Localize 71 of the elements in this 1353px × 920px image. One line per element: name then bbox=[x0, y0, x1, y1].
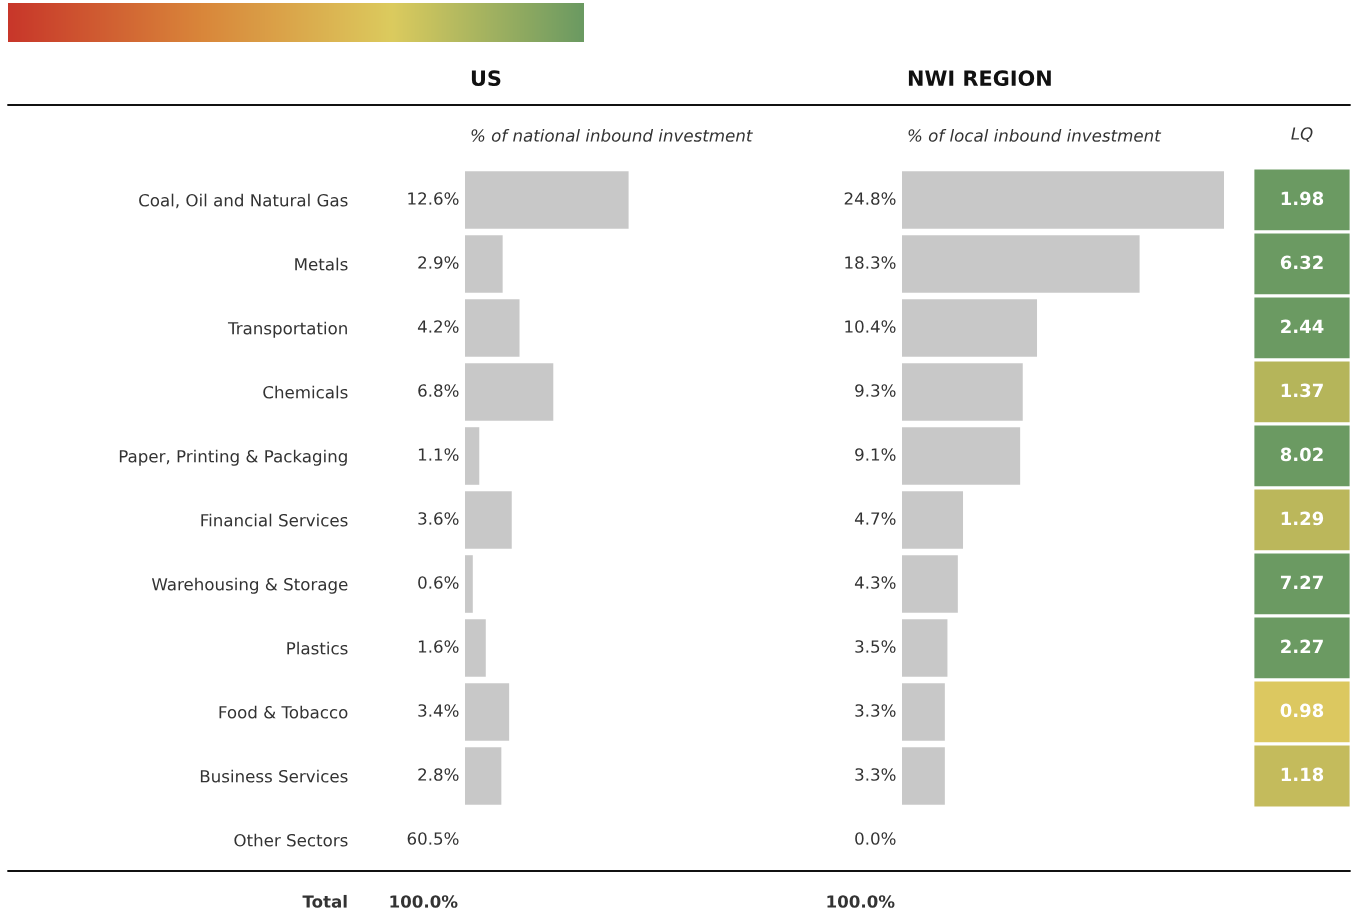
data-label: 2.44 bbox=[1281, 319, 1324, 333]
data-label: 3.6% bbox=[418, 512, 459, 525]
bar bbox=[902, 299, 1038, 357]
bar bbox=[902, 491, 964, 549]
data-label: 0.98 bbox=[1280, 703, 1324, 718]
data-label: 2.27 bbox=[1281, 639, 1323, 653]
data-label: 0.0% bbox=[855, 832, 896, 845]
data-label: 4.3% bbox=[854, 576, 896, 589]
bar bbox=[465, 683, 510, 741]
data-label: 3.3% bbox=[855, 704, 896, 717]
y-tick-label: Paper, Printing & Packaging bbox=[119, 449, 347, 466]
y-tick-label: Warehousing & Storage bbox=[151, 577, 348, 594]
data-label: 7.27 bbox=[1280, 575, 1323, 589]
y-tick-label: Financial Services bbox=[201, 513, 348, 527]
bar bbox=[902, 171, 1224, 229]
y-tick-label: Coal, Oil and Natural Gas bbox=[139, 193, 348, 209]
y-tick-label: Transportation bbox=[227, 321, 347, 338]
data-label: 9.3% bbox=[855, 384, 896, 397]
bar bbox=[465, 555, 473, 613]
bar bbox=[465, 171, 629, 229]
data-label: 1.37 bbox=[1281, 383, 1323, 398]
bar bbox=[902, 555, 958, 613]
data-label: 3.4% bbox=[418, 704, 459, 717]
data-label: 18.3% bbox=[845, 256, 896, 269]
data-label: 1.29 bbox=[1281, 511, 1324, 526]
bar bbox=[902, 619, 948, 677]
data-label: 2.9% bbox=[418, 256, 459, 269]
bar bbox=[465, 299, 520, 357]
data-label: 4.2% bbox=[417, 320, 459, 333]
bar bbox=[465, 747, 502, 805]
data-label: 4.7% bbox=[854, 512, 896, 525]
bar bbox=[902, 363, 1023, 421]
y-tick-label: Food & Tobacco bbox=[219, 705, 348, 719]
bar bbox=[465, 427, 480, 485]
data-label: 1.98 bbox=[1281, 191, 1324, 206]
chart-title: NWI REGION bbox=[908, 70, 1051, 87]
y-tick-label: Other Sectors bbox=[234, 833, 348, 847]
text: 100.0% bbox=[390, 895, 458, 908]
x-tick-label: LQ bbox=[1291, 127, 1313, 142]
chart-subtitle: % of local inbound investment bbox=[908, 128, 1162, 142]
bar bbox=[465, 363, 554, 421]
bar bbox=[902, 427, 1021, 485]
bar bbox=[465, 491, 512, 549]
bar bbox=[902, 683, 945, 741]
data-label: 9.1% bbox=[855, 448, 896, 461]
y-tick-label: Plastics bbox=[287, 641, 348, 655]
data-label: 10.4% bbox=[845, 320, 896, 333]
data-label: 1.18 bbox=[1281, 767, 1324, 782]
data-label: 8.02 bbox=[1280, 447, 1323, 462]
text: Total bbox=[302, 894, 347, 908]
data-label: 6.8% bbox=[418, 384, 459, 397]
bar bbox=[902, 235, 1140, 293]
chart-title: US bbox=[471, 70, 501, 87]
data-label: 2.8% bbox=[418, 768, 459, 781]
data-label: 3.5% bbox=[855, 640, 896, 653]
bar bbox=[465, 619, 486, 677]
data-label: 0.6% bbox=[418, 576, 459, 589]
bar bbox=[902, 747, 945, 805]
data-label: 3.3% bbox=[855, 768, 896, 781]
y-tick-label: Chemicals bbox=[263, 385, 348, 399]
chart-subtitle: % of national inbound investment bbox=[471, 128, 753, 142]
text: 100.0% bbox=[827, 895, 895, 908]
data-label: 1.1% bbox=[418, 448, 459, 461]
y-tick-label: Metals bbox=[295, 257, 348, 271]
data-label: 24.8% bbox=[844, 192, 896, 205]
data-label: 6.32 bbox=[1280, 255, 1323, 270]
bar bbox=[465, 235, 503, 293]
data-label: 12.6% bbox=[408, 192, 459, 205]
y-tick-label: Business Services bbox=[200, 769, 348, 783]
text: 60.5% bbox=[407, 832, 459, 845]
data-label: 1.6% bbox=[418, 640, 459, 653]
